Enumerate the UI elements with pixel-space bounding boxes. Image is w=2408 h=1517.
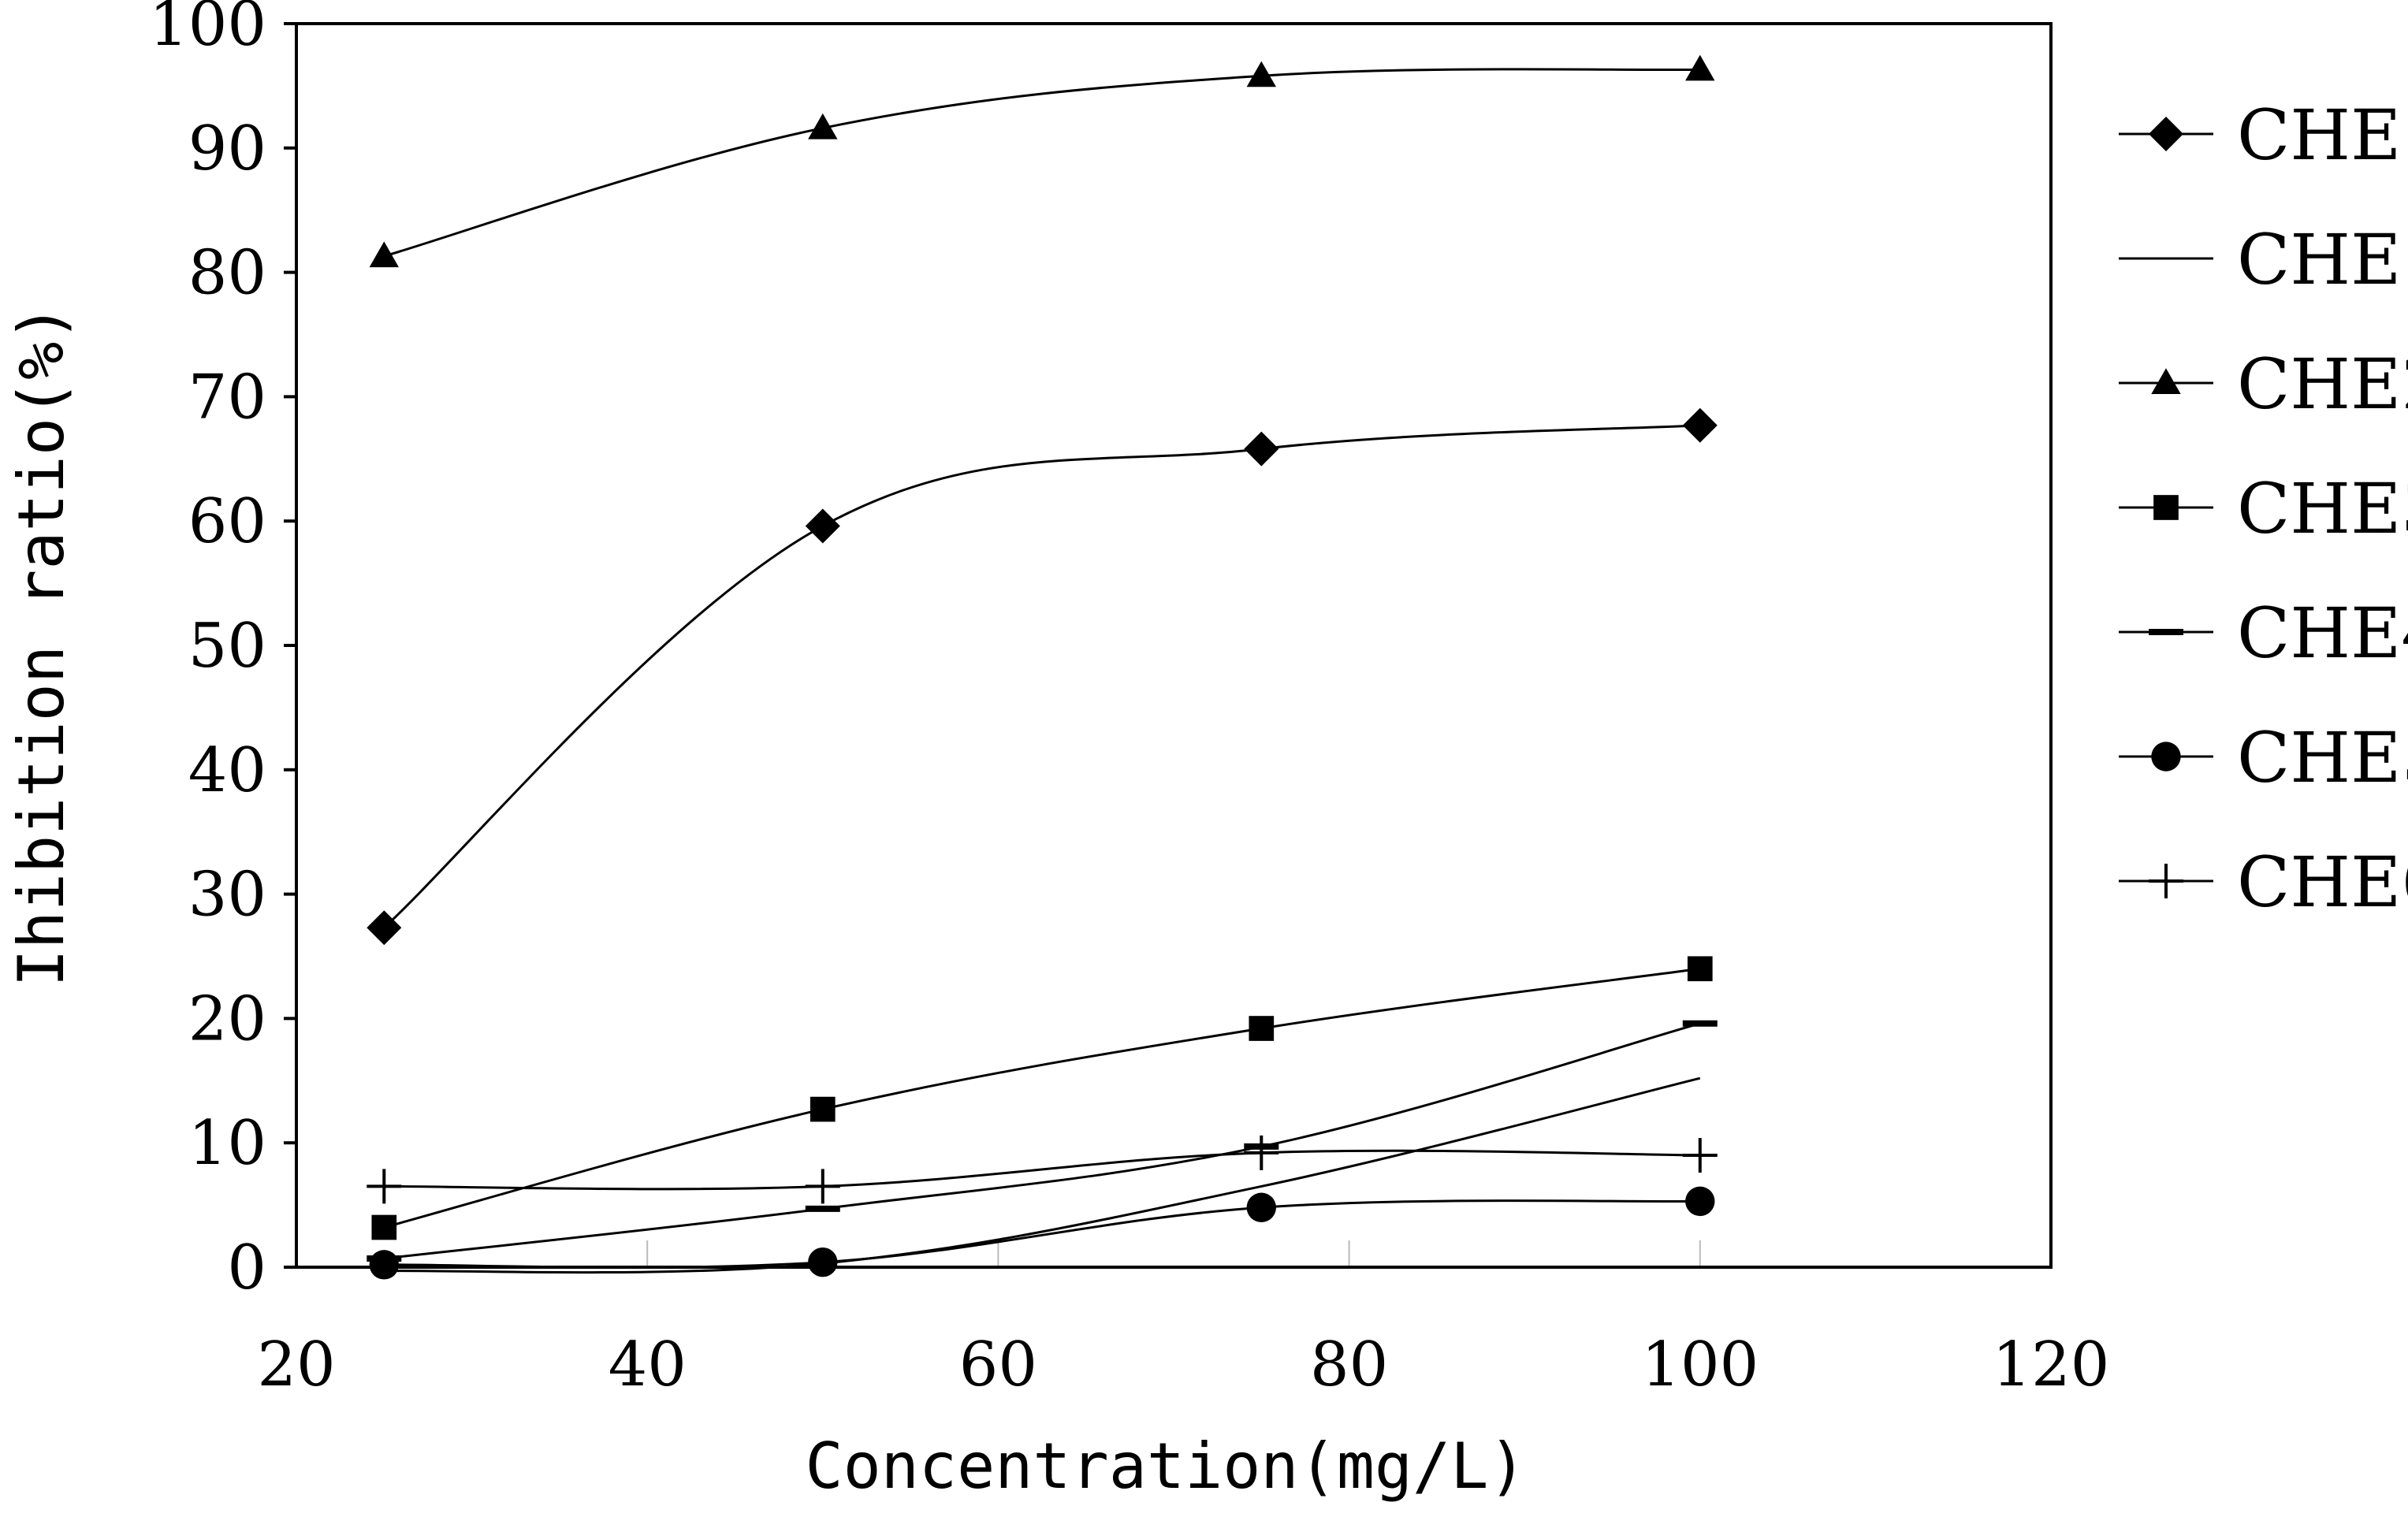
data-point (2149, 864, 2183, 898)
legend-item-che3: CHE3 (2119, 468, 2408, 549)
data-point (2149, 117, 2183, 151)
data-point (367, 910, 402, 946)
y-axis-title: Ihibition ratio(%) (5, 304, 78, 987)
y-tick-label: 10 (188, 1108, 266, 1179)
data-point (371, 1214, 397, 1240)
series-che6 (367, 1135, 1718, 1204)
legend-item-che5: CHE5 (2119, 717, 2408, 798)
legend-label: CHE4 (2237, 593, 2408, 674)
data-point (2153, 495, 2179, 520)
x-tick-label: 20 (257, 1329, 335, 1400)
data-point (1246, 61, 1276, 87)
data-point (2151, 742, 2181, 772)
y-tick-label: 50 (188, 611, 266, 682)
data-point (805, 508, 840, 544)
y-tick-label: 100 (149, 0, 266, 60)
data-point (808, 113, 838, 139)
series-line (384, 1199, 1700, 1269)
y-tick-label: 40 (188, 735, 266, 806)
series-che5 (369, 1186, 1715, 1280)
y-tick-label: 60 (188, 486, 266, 557)
x-tick-label: 60 (959, 1329, 1037, 1400)
series-che1 (384, 1076, 1701, 1274)
legend-item-che1: CHE1 (2119, 219, 2408, 300)
y-tick-label: 90 (188, 113, 266, 184)
data-point (808, 1247, 838, 1277)
y-axis-ticks: 0 10 20 30 40 50 60 70 80 90 100 (149, 0, 296, 1303)
legend-item-che2: CHE2 (2119, 344, 2408, 425)
y-tick-label: 30 (188, 860, 266, 931)
series-che (367, 407, 1718, 946)
data-point (369, 1250, 399, 1280)
series-layer (367, 54, 1718, 1280)
data-point (805, 1169, 840, 1204)
legend-item-che: CHE (2119, 95, 2401, 176)
data-point (2151, 368, 2181, 395)
y-tick-label: 70 (188, 362, 266, 433)
data-point (1244, 431, 1279, 467)
series-line (384, 1022, 1701, 1260)
series-che4 (367, 1020, 1718, 1262)
x-tick-label: 40 (609, 1329, 687, 1400)
series-che2 (369, 54, 1715, 268)
data-point (1244, 1135, 1279, 1170)
data-point (1687, 956, 1713, 982)
data-point (1682, 407, 1718, 443)
plot-area-frame (295, 22, 2053, 1269)
series-line (383, 967, 1701, 1229)
series-line (383, 68, 1700, 258)
data-point (1685, 54, 1715, 81)
legend-label: CHE2 (2237, 344, 2408, 425)
legend-label: CHE (2237, 95, 2401, 176)
x-tick-label: 120 (1993, 1329, 2110, 1400)
legend-label: CHE6 (2237, 842, 2408, 923)
y-tick-label: 0 (227, 1233, 266, 1303)
data-point (367, 1169, 402, 1204)
legend-item-che4: CHE4 (2119, 593, 2408, 674)
data-point (1246, 1192, 1277, 1222)
data-point (809, 1096, 836, 1122)
series-line (383, 424, 1700, 929)
x-axis-title: Concentration(mg/L) (805, 1430, 1526, 1503)
data-point (1682, 1137, 1718, 1173)
series-line (384, 1149, 1700, 1191)
data-point (369, 241, 399, 268)
y-tick-label: 80 (188, 238, 266, 309)
y-tick-label: 20 (188, 983, 266, 1054)
data-point (1249, 1016, 1275, 1041)
legend-label: CHE5 (2237, 717, 2408, 798)
vertical-grid-lines (646, 1240, 1701, 1267)
legend: CHE CHE1 CHE2 CHE3 CHE4 CHE5 CHE6 (2119, 95, 2408, 923)
legend-label: CHE3 (2237, 468, 2408, 549)
legend-item-che6: CHE6 (2119, 842, 2408, 923)
data-point (1685, 1186, 1715, 1217)
series-line (384, 1076, 1701, 1274)
x-axis-ticks: 20 40 60 80 100 120 (257, 1329, 2109, 1400)
legend-label: CHE1 (2237, 219, 2408, 300)
series-che3 (371, 956, 1713, 1240)
x-tick-label: 80 (1310, 1329, 1388, 1400)
x-tick-label: 100 (1641, 1329, 1759, 1400)
